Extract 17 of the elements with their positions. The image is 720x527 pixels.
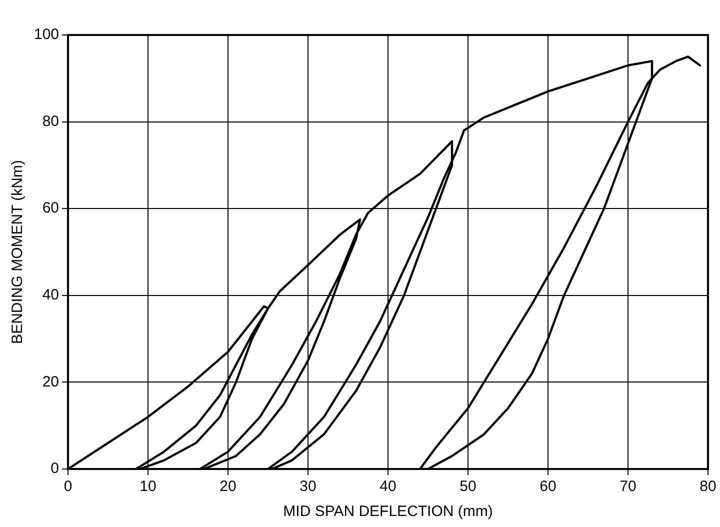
x-tick-label: 30 <box>300 478 316 496</box>
x-tick-label: 50 <box>460 478 476 496</box>
x-tick-label: 60 <box>540 478 556 496</box>
y-tick-label: 20 <box>42 373 60 390</box>
y-tick-label: 60 <box>42 200 60 217</box>
x-tick-label: 10 <box>140 478 156 496</box>
x-tick-label: 70 <box>620 478 636 496</box>
y-axis-title: BENDING MOMENT (kNm) <box>9 160 26 344</box>
x-tick-label: 40 <box>380 478 396 496</box>
x-tick-label: 20 <box>220 478 236 496</box>
x-tick-label: 80 <box>700 478 716 496</box>
x-tick-label: 0 <box>64 478 72 496</box>
y-tick-label: 40 <box>42 286 60 304</box>
x-axis-title: MID SPAN DEFLECTION (mm) <box>283 503 493 520</box>
y-tick-label: 0 <box>50 460 60 478</box>
y-tick-label: 100 <box>34 26 60 44</box>
y-tick-label: 80 <box>42 112 60 130</box>
